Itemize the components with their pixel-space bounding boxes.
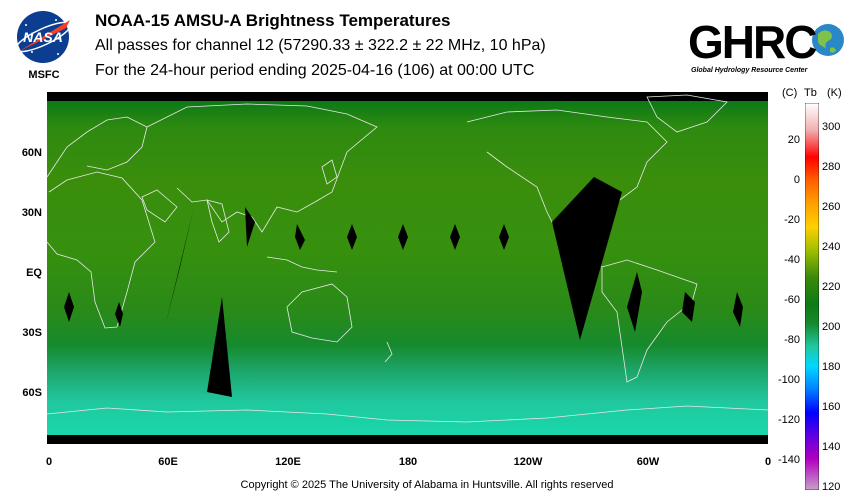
- k-tick-200: 200: [822, 321, 841, 333]
- lon-label-60e: 60E: [158, 456, 178, 468]
- k-tick-300: 300: [822, 121, 841, 133]
- k-tick-140: 140: [822, 441, 841, 453]
- svg-text:GHRC: GHRC: [688, 16, 816, 68]
- lon-label-180: 180: [398, 456, 418, 468]
- c-tick-m120: -120: [777, 414, 800, 426]
- lon-label-0-left: 0: [45, 456, 53, 468]
- k-tick-180: 180: [822, 361, 841, 373]
- c-tick-m80: -80: [784, 334, 800, 346]
- c-tick-m140: -140: [777, 454, 800, 466]
- lon-label-0-right: 0: [764, 456, 772, 468]
- k-tick-260: 260: [822, 201, 841, 213]
- lat-label-60n: 60N: [21, 147, 42, 159]
- svg-text:Global Hydrology Resource Cent: Global Hydrology Resource Center: [691, 67, 809, 74]
- c-tick-0: 0: [793, 174, 800, 186]
- no-data-band-south: [47, 435, 768, 444]
- c-tick-20: 20: [787, 134, 800, 146]
- coastlines: [46, 94, 769, 423]
- temperature-field: [47, 92, 768, 444]
- nasa-caption: MSFC: [28, 69, 60, 81]
- k-tick-240: 240: [822, 241, 841, 253]
- k-tick-280: 280: [822, 161, 841, 173]
- period-subtitle: For the 24-hour period ending 2025-04-16…: [95, 62, 535, 79]
- k-tick-120: 120: [822, 481, 841, 493]
- c-tick-m60: -60: [784, 294, 800, 306]
- lat-label-60s: 60S: [22, 387, 42, 399]
- colorbar-unit-k: (K): [827, 87, 842, 99]
- no-data-band-north: [47, 92, 768, 101]
- ghrc-logo: GHRC Global Hydrology Resource Center: [686, 8, 848, 76]
- copyright-notice: Copyright © 2025 The University of Alaba…: [240, 479, 614, 491]
- page-title: NOAA-15 AMSU-A Brightness Temperatures: [95, 11, 451, 30]
- c-tick-m100: -100: [777, 374, 800, 386]
- lat-label-30s: 30S: [22, 327, 42, 339]
- lon-label-60w: 60W: [636, 456, 660, 468]
- swath-gaps: [64, 177, 743, 397]
- kelvin-ticks: 300 280 260 240 220 200 180 160 140 120: [822, 115, 854, 495]
- k-tick-220: 220: [822, 281, 841, 293]
- lon-label-120e: 120E: [275, 456, 301, 468]
- colorbar: [804, 102, 820, 491]
- k-tick-160: 160: [822, 401, 841, 413]
- c-tick-m20: -20: [784, 214, 800, 226]
- lat-label-30n: 30N: [21, 207, 42, 219]
- lat-label-eq: EQ: [26, 267, 42, 279]
- celsius-ticks: 20 0 -20 -40 -60 -80 -100 -120 -140: [760, 128, 800, 488]
- channel-subtitle: All passes for channel 12 (57290.33 ± 32…: [95, 37, 546, 54]
- colorbar-unit-tb: Tb: [804, 87, 817, 99]
- c-tick-m40: -40: [784, 254, 800, 266]
- brightness-temperature-map: [46, 92, 769, 444]
- svg-text:NASA: NASA: [23, 29, 63, 45]
- colorbar-unit-c: (C): [782, 87, 798, 99]
- lon-label-120w: 120W: [513, 456, 543, 468]
- nasa-logo: NASA MSFC: [12, 8, 76, 81]
